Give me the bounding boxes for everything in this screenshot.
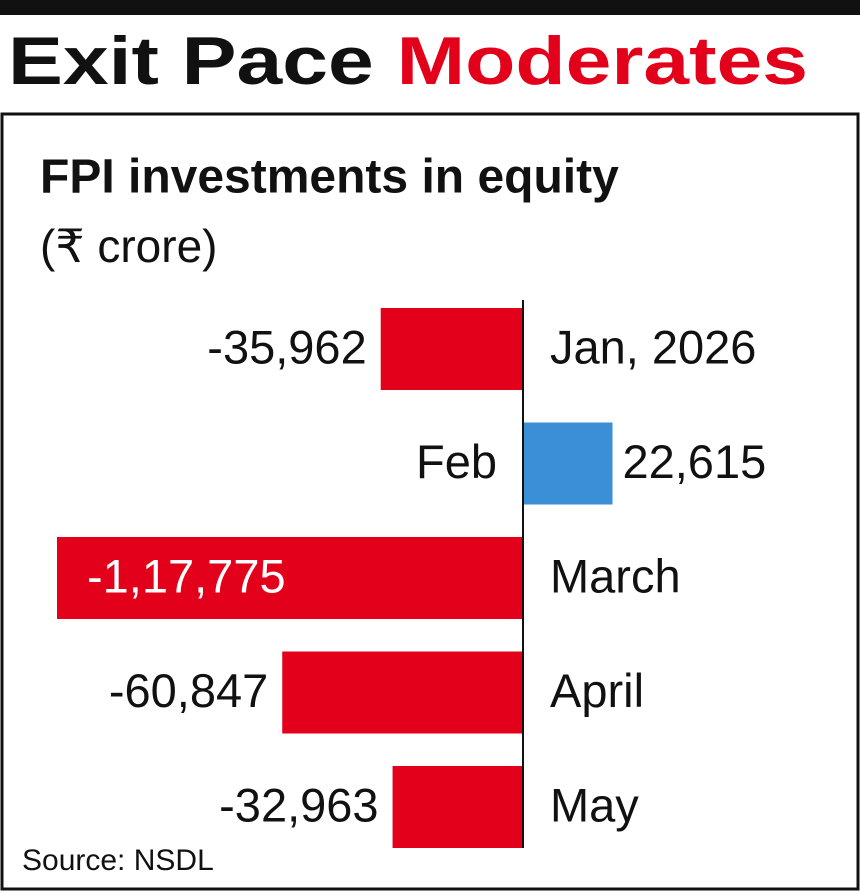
top-band <box>0 0 860 15</box>
category-label: March <box>550 549 681 602</box>
value-label: -1,17,775 <box>87 549 286 602</box>
category-label: Feb <box>416 435 497 488</box>
bar <box>392 766 523 848</box>
title-part: Exit Pace <box>8 23 374 99</box>
value-label: 22,615 <box>622 435 766 488</box>
source: Source: NSDL <box>22 844 214 877</box>
subtitle: FPI investments in equity <box>40 151 619 204</box>
unit: (₹ crore) <box>40 220 218 272</box>
category-label: May <box>550 778 639 831</box>
value-label: -35,962 <box>207 320 366 373</box>
category-label: April <box>550 664 644 717</box>
bar <box>523 422 613 505</box>
bar <box>380 308 523 390</box>
bar <box>57 537 523 619</box>
value-label: -32,963 <box>219 778 378 831</box>
value-label: -60,847 <box>109 664 268 717</box>
bar <box>282 651 523 734</box>
frame <box>0 112 860 891</box>
title-part: Moderates <box>397 23 808 99</box>
chart-title: Exit Pace Moderates <box>8 23 808 99</box>
category-label: Jan, 2026 <box>550 320 756 373</box>
